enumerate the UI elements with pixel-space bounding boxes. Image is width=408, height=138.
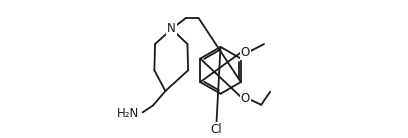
Text: O: O	[241, 46, 250, 59]
Text: O: O	[241, 92, 250, 105]
Text: N: N	[167, 22, 176, 35]
Text: H₂N: H₂N	[117, 107, 139, 120]
Text: Cl: Cl	[211, 123, 222, 136]
